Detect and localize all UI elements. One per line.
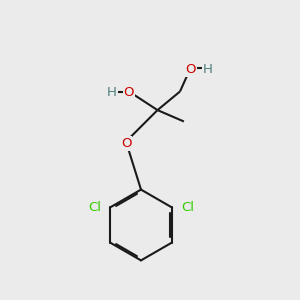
Text: O: O xyxy=(121,136,131,150)
Text: H: H xyxy=(107,86,116,100)
Text: O: O xyxy=(185,63,196,76)
Text: O: O xyxy=(124,86,134,100)
Text: Cl: Cl xyxy=(88,201,101,214)
Text: Cl: Cl xyxy=(181,201,194,214)
Text: H: H xyxy=(203,63,213,76)
